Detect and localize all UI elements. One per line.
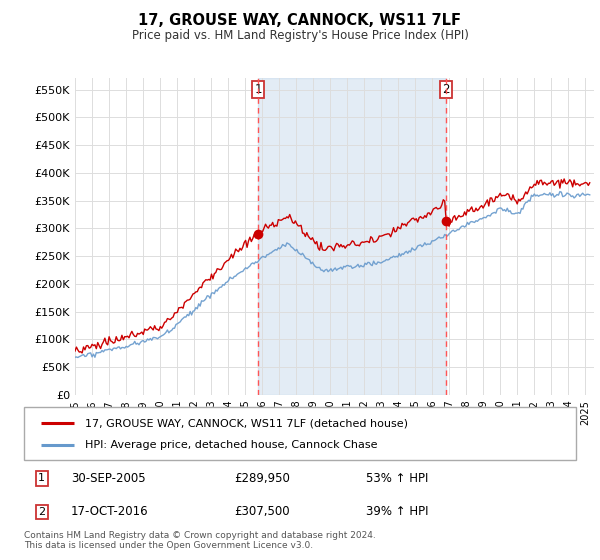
Text: 2: 2 — [38, 507, 45, 517]
Text: HPI: Average price, detached house, Cannock Chase: HPI: Average price, detached house, Cann… — [85, 440, 377, 450]
Text: 2: 2 — [442, 83, 449, 96]
Text: 17, GROUSE WAY, CANNOCK, WS11 7LF: 17, GROUSE WAY, CANNOCK, WS11 7LF — [139, 13, 461, 29]
Text: Price paid vs. HM Land Registry's House Price Index (HPI): Price paid vs. HM Land Registry's House … — [131, 29, 469, 42]
Text: £307,500: £307,500 — [234, 506, 289, 519]
Text: Contains HM Land Registry data © Crown copyright and database right 2024.
This d: Contains HM Land Registry data © Crown c… — [24, 531, 376, 550]
Text: 17, GROUSE WAY, CANNOCK, WS11 7LF (detached house): 17, GROUSE WAY, CANNOCK, WS11 7LF (detac… — [85, 418, 408, 428]
Text: 1: 1 — [38, 473, 45, 483]
FancyBboxPatch shape — [24, 407, 576, 460]
Text: 39% ↑ HPI: 39% ↑ HPI — [366, 506, 429, 519]
Text: 17-OCT-2016: 17-OCT-2016 — [71, 506, 149, 519]
Text: 53% ↑ HPI: 53% ↑ HPI — [366, 472, 428, 484]
Text: £289,950: £289,950 — [234, 472, 290, 484]
Text: 1: 1 — [254, 83, 262, 96]
Text: 30-SEP-2005: 30-SEP-2005 — [71, 472, 146, 484]
Bar — [258, 78, 446, 395]
